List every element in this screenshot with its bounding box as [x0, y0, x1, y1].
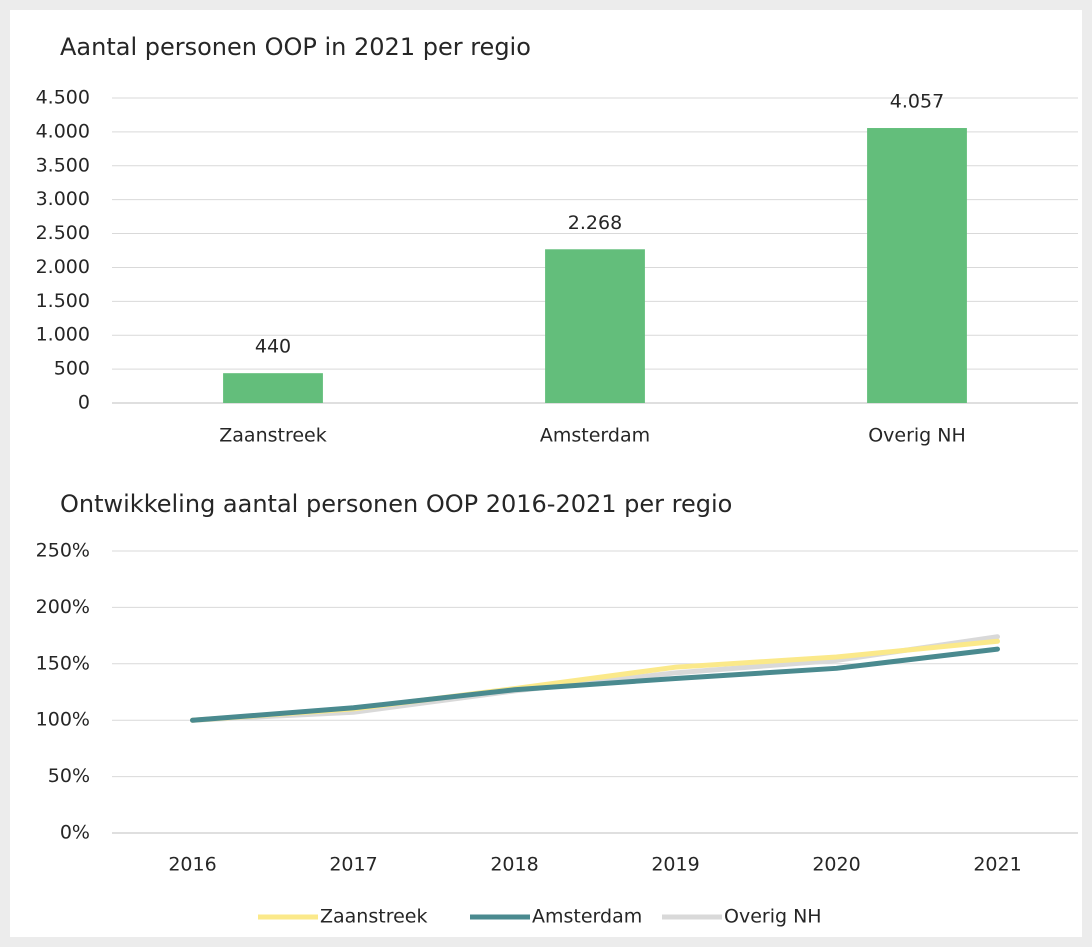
x-tick-label: 2019 — [651, 854, 699, 876]
x-tick-label: 2021 — [973, 854, 1021, 876]
bar — [867, 128, 967, 403]
x-tick-label: 2018 — [490, 854, 538, 876]
y-tick-label: 1.500 — [36, 290, 90, 312]
x-tick-label: 2016 — [168, 854, 216, 876]
x-tick-label: Overig NH — [868, 425, 966, 447]
legend-label: Amsterdam — [532, 906, 642, 928]
data-label: 4.057 — [890, 91, 944, 113]
y-tick-label: 1.000 — [36, 324, 90, 346]
y-tick-label: 3.000 — [36, 188, 90, 210]
y-tick-label: 50% — [48, 765, 90, 787]
y-tick-label: 250% — [36, 540, 90, 562]
y-tick-label: 4.000 — [36, 120, 90, 142]
y-tick-label: 4.500 — [36, 87, 90, 109]
y-tick-label: 150% — [36, 652, 90, 674]
y-tick-label: 100% — [36, 709, 90, 731]
x-tick-label: 2017 — [329, 854, 377, 876]
chart-title: Ontwikkeling aantal personen OOP 2016-20… — [60, 490, 732, 518]
x-tick-label: Zaanstreek — [219, 425, 326, 447]
bar — [223, 373, 323, 403]
data-label: 2.268 — [568, 212, 622, 234]
bar — [545, 249, 645, 403]
y-tick-label: 0 — [78, 392, 90, 414]
line-series — [190, 646, 1000, 723]
legend-label: Zaanstreek — [320, 906, 427, 928]
legend-label: Overig NH — [724, 906, 822, 928]
y-tick-label: 2.000 — [36, 256, 90, 278]
y-tick-label: 0% — [60, 822, 90, 844]
chart-title: Aantal personen OOP in 2021 per regio — [60, 33, 531, 61]
data-label: 440 — [255, 336, 291, 358]
x-tick-label: 2020 — [812, 854, 860, 876]
y-tick-label: 200% — [36, 596, 90, 618]
y-tick-label: 2.500 — [36, 222, 90, 244]
x-tick-label: Amsterdam — [540, 425, 650, 447]
y-tick-label: 3.500 — [36, 154, 90, 176]
y-tick-label: 500 — [54, 358, 90, 380]
